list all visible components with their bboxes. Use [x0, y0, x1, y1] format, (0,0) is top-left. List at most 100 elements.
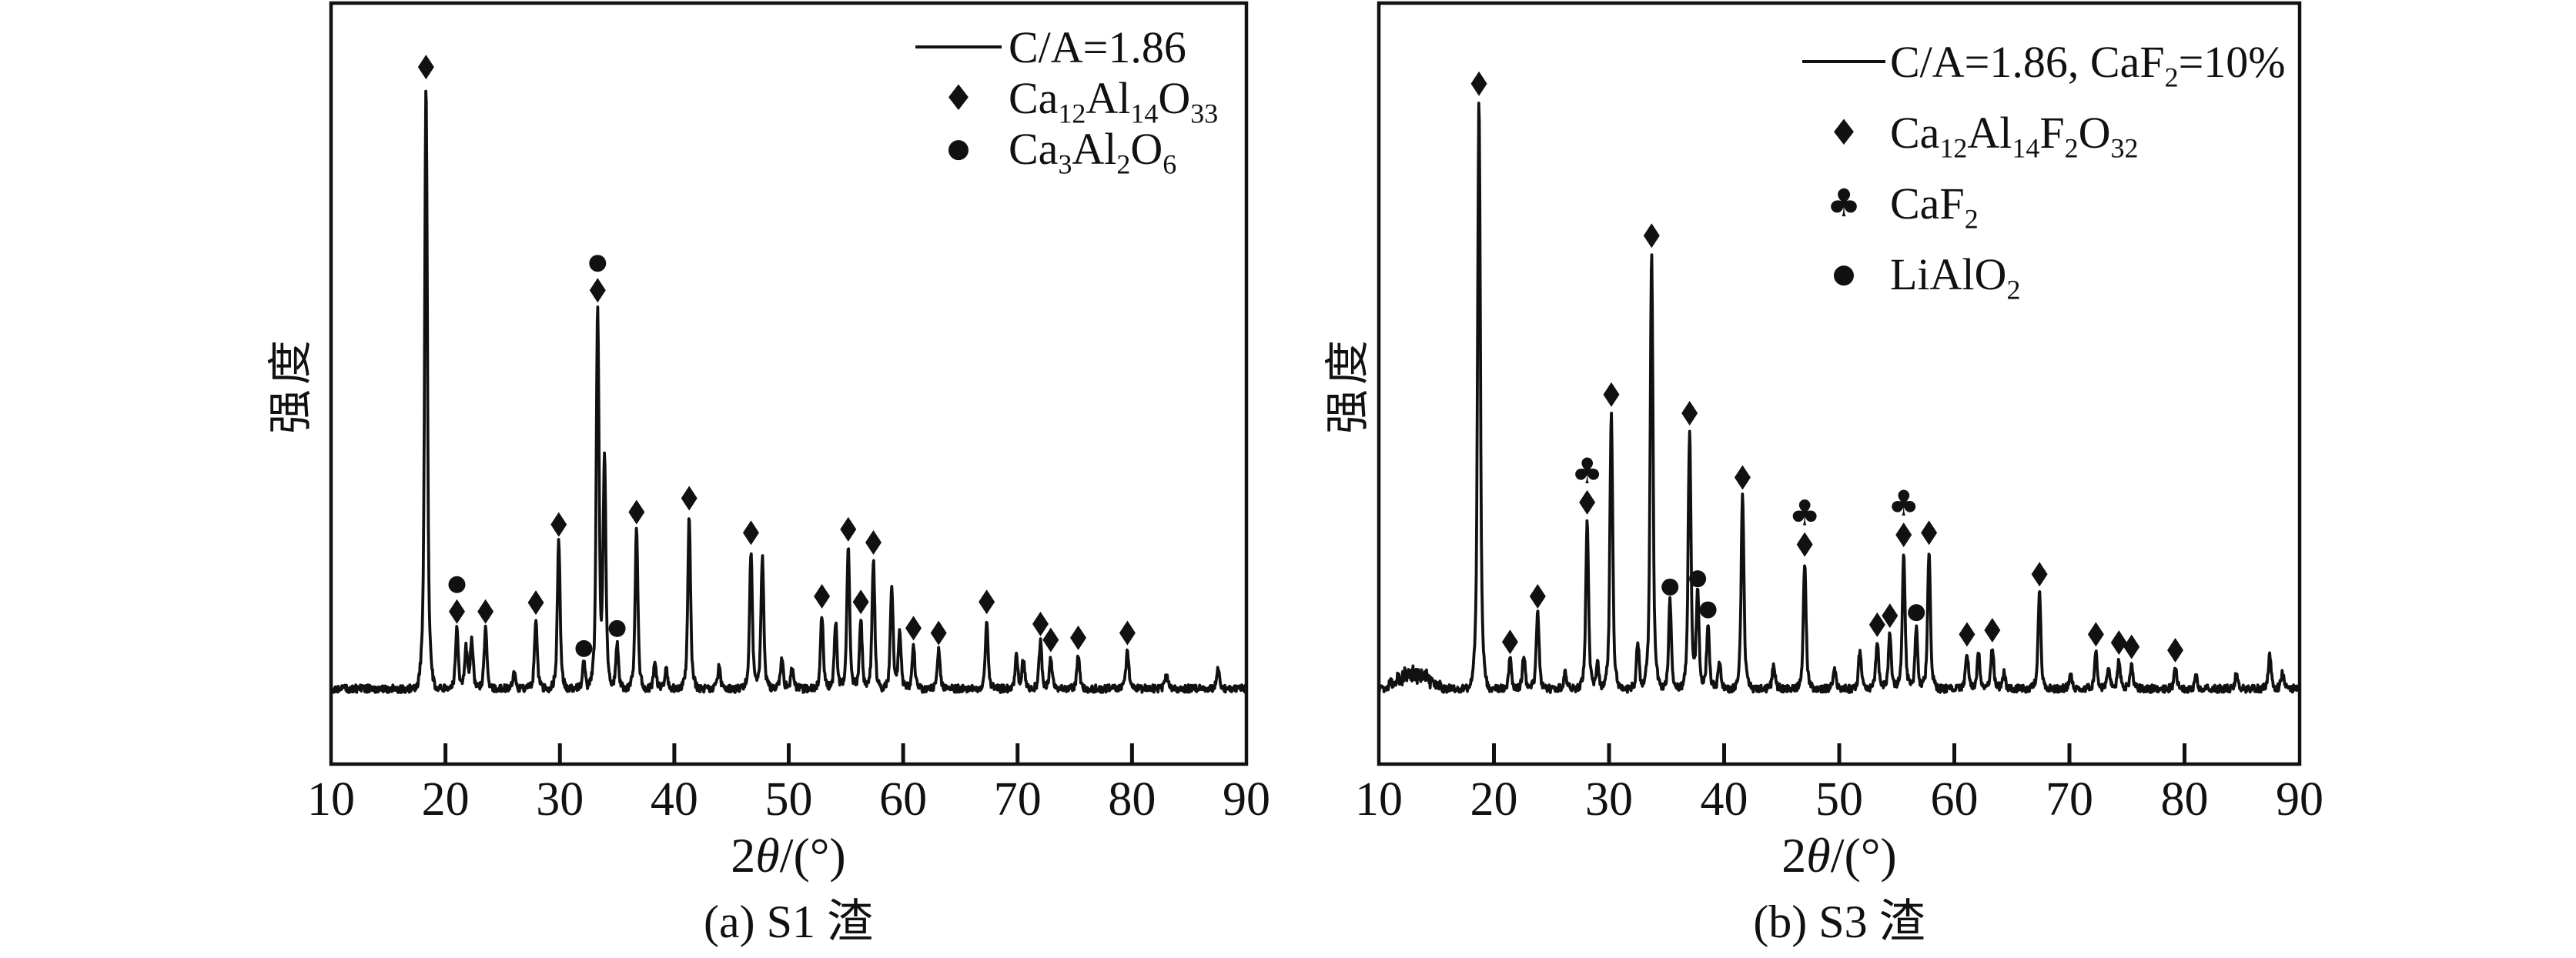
x-tick-label-a-30: 30	[536, 773, 584, 826]
diamond-marker-icon	[1734, 465, 1751, 490]
legend-line-sample	[1802, 60, 1885, 63]
legend-a: C/A=1.86 ♦ Ca12Al14O33 ● Ca3Al2O6	[908, 22, 1219, 180]
x-tick-label-b-90: 90	[2276, 773, 2323, 826]
x-tick-label-a-50: 50	[764, 773, 813, 826]
diamond-marker-icon	[1959, 622, 1975, 647]
x-tick-label-a-10: 10	[307, 773, 355, 826]
diamond-marker-icon	[865, 529, 882, 555]
club-marker-icon: ♣	[1826, 181, 1862, 225]
legend-row-circle-a-label: Ca3Al2O6	[1009, 123, 1177, 180]
diamond-marker-icon	[1070, 625, 1087, 650]
diamond-marker-icon	[1603, 382, 1620, 407]
circle-marker-icon: ●	[947, 133, 970, 164]
legend-row-diamond-a-key: ♦	[908, 80, 1009, 115]
x-tick-label-a-90: 90	[1223, 773, 1270, 826]
diamond-marker-icon	[905, 616, 922, 641]
diamond-marker-icon: ♦	[942, 77, 975, 118]
x-tick-label-b-50: 50	[1815, 773, 1863, 826]
diamond-marker-icon	[1042, 627, 1059, 653]
diamond-marker-icon	[527, 590, 544, 616]
legend-row-line-b-key	[1798, 60, 1890, 63]
legend-row-diamond-b-key: ♦	[1798, 115, 1890, 150]
legend-row-club-b-label: CaF2	[1890, 178, 1979, 235]
diamond-marker-icon	[1032, 611, 1049, 636]
diamond-marker-icon	[1921, 520, 1938, 546]
legend-row-circle-b-key: ●	[1798, 261, 1890, 287]
x-tick-label-b-20: 20	[1470, 773, 1518, 826]
legend-row-circle-b-label: LiAlO2	[1890, 249, 2021, 305]
plot-frame-a	[329, 1, 1249, 766]
x-tick-label-a-60: 60	[879, 773, 928, 826]
diamond-marker-icon	[628, 499, 645, 525]
club-marker-icon: ♣	[1789, 492, 1821, 534]
legend-row-line-b: C/A=1.86, CaF2=10%	[1798, 26, 2286, 97]
xrd-curve-a	[330, 89, 1248, 694]
legend-row-line-b-label: C/A=1.86, CaF2=10%	[1890, 36, 2286, 93]
x-tick-label-b-10: 10	[1355, 773, 1403, 826]
diamond-marker-icon	[2031, 562, 2048, 587]
circle-marker-icon	[1661, 578, 1679, 596]
club-marker-icon: ♣	[1888, 482, 1919, 524]
diamond-marker-icon	[852, 589, 869, 615]
legend-row-diamond-a: ♦ Ca12Al14O33	[908, 72, 1219, 129]
diamond-marker-icon	[1796, 532, 1813, 557]
legend-row-circle-a: ● Ca3Al2O6	[908, 123, 1218, 180]
x-tick-label-b-60: 60	[1930, 773, 1979, 826]
diamond-marker-icon	[2110, 630, 2127, 656]
legend-row-diamond-b-label: Ca12Al14F2O32	[1890, 107, 2139, 164]
legend-row-circle-b: ● LiAlO2	[1798, 239, 2286, 309]
diamond-marker-icon	[840, 516, 857, 542]
circle-marker-icon	[575, 639, 593, 657]
diamond-marker-icon	[1119, 620, 1136, 646]
diamond-marker-icon	[930, 620, 947, 646]
x-tick-label-a-70: 70	[993, 773, 1042, 826]
legend-row-club-b: ♣ CaF2	[1798, 168, 2286, 239]
circle-marker-icon	[1908, 604, 1925, 622]
legend-row-diamond-b: ♦ Ca12Al14F2O32	[1798, 97, 2286, 168]
x-tick-label-a-80: 80	[1108, 773, 1156, 826]
circle-marker-icon	[608, 619, 626, 637]
diamond-marker-icon	[477, 599, 494, 624]
diamond-marker-icon	[448, 599, 465, 624]
diamond-marker-icon	[681, 486, 698, 511]
diamond-marker-icon	[814, 584, 831, 609]
circle-marker-icon	[589, 255, 607, 272]
circle-marker-icon	[448, 576, 466, 593]
panel-caption-a: (a) S1 渣	[704, 896, 873, 947]
y-axis-label-a: 强度	[266, 335, 316, 435]
diamond-marker-icon	[1868, 612, 1885, 637]
x-axis-label-b: 2θ/(°)	[1781, 828, 1897, 883]
legend-row-line-a-label: C/A=1.86	[1009, 22, 1186, 72]
x-tick-label-a-40: 40	[650, 773, 698, 826]
x-tick-label-b-30: 30	[1585, 773, 1633, 826]
diamond-marker-icon	[1529, 584, 1546, 609]
diamond-marker-icon	[1470, 71, 1487, 96]
legend-row-line-a: C/A=1.86	[908, 22, 1218, 72]
legend-b: C/A=1.86, CaF2=10% ♦ Ca12Al14F2O32 ♣ CaF2 ● Li…	[1798, 26, 2286, 309]
x-tick-label-b-80: 80	[2160, 773, 2209, 826]
x-tick-label-a-20: 20	[421, 773, 470, 826]
legend-row-line-a-key	[908, 45, 1009, 48]
diamond-marker-icon	[550, 512, 567, 537]
x-tick-label-b-40: 40	[1700, 773, 1748, 826]
diamond-marker-icon	[2167, 638, 2184, 663]
plot-frame-b	[1377, 1, 2302, 766]
legend-row-diamond-a-label: Ca12Al14O33	[1009, 72, 1219, 129]
diamond-marker-icon	[589, 278, 606, 303]
y-axis-label-b: 强度	[1323, 335, 1373, 435]
panel-caption-b: (b) S3 渣	[1753, 896, 1925, 947]
diamond-marker-icon	[2123, 634, 2140, 659]
diamond-marker-icon	[1984, 618, 2001, 643]
diamond-marker-icon	[1882, 603, 1899, 629]
diamond-marker-icon	[1579, 489, 1596, 515]
club-marker-icon: ♣	[1571, 450, 1603, 492]
legend-line-sample	[915, 45, 1002, 48]
circle-marker-icon: ●	[1832, 259, 1855, 289]
circle-marker-icon	[1689, 570, 1707, 588]
circle-marker-icon	[1699, 601, 1717, 619]
legend-row-circle-a-key: ●	[908, 135, 1009, 162]
diamond-marker-icon	[1681, 401, 1698, 426]
diamond-marker-icon	[1643, 223, 1660, 249]
